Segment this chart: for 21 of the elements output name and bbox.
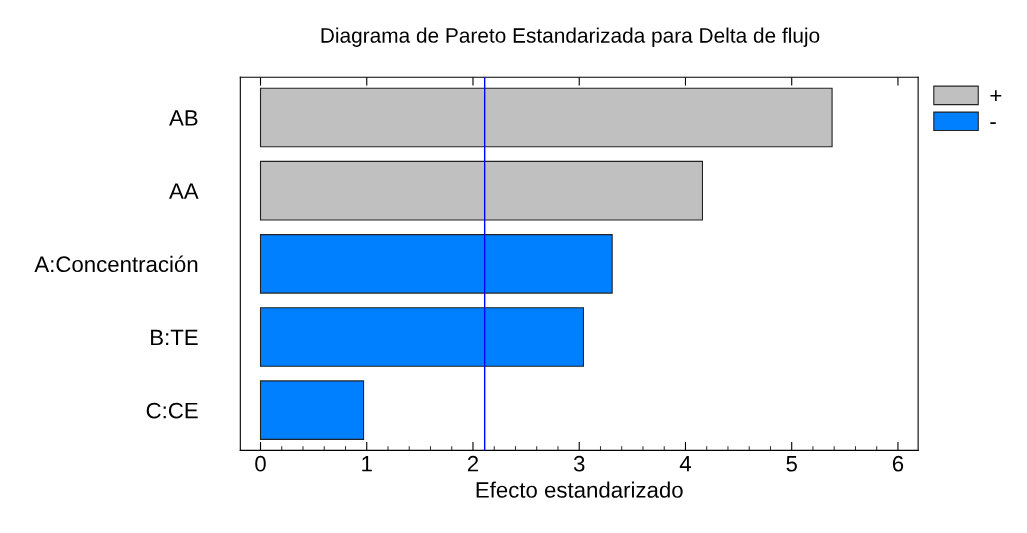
bar xyxy=(259,87,833,148)
y-tick-label: B:TE xyxy=(151,329,198,346)
bar xyxy=(259,234,613,294)
y-tick-label: AA xyxy=(169,183,199,199)
y-tick-label: A:Concentración xyxy=(34,255,198,273)
bar xyxy=(259,160,704,221)
y-tick-label: C:CE xyxy=(146,402,198,419)
x-tick-label: 6 xyxy=(892,455,904,472)
chart-title: Diagrama de Pareto Estandarizada para Delta de flujo xyxy=(321,27,820,47)
x-tick-label: 4 xyxy=(679,456,691,472)
x-axis-title: Efecto estandarizado xyxy=(476,481,683,498)
x-tick-label: 1 xyxy=(362,456,372,472)
legend-label: - xyxy=(990,122,996,124)
bar xyxy=(259,380,365,440)
x-tick-label: 2 xyxy=(467,455,479,472)
y-tick-label: AB xyxy=(169,110,198,126)
x-tick-label: 0 xyxy=(255,455,266,472)
legend-label: + xyxy=(990,90,1002,102)
bar xyxy=(259,307,585,367)
x-tick-label: 3 xyxy=(573,455,585,472)
x-tick-label: 5 xyxy=(786,456,797,472)
